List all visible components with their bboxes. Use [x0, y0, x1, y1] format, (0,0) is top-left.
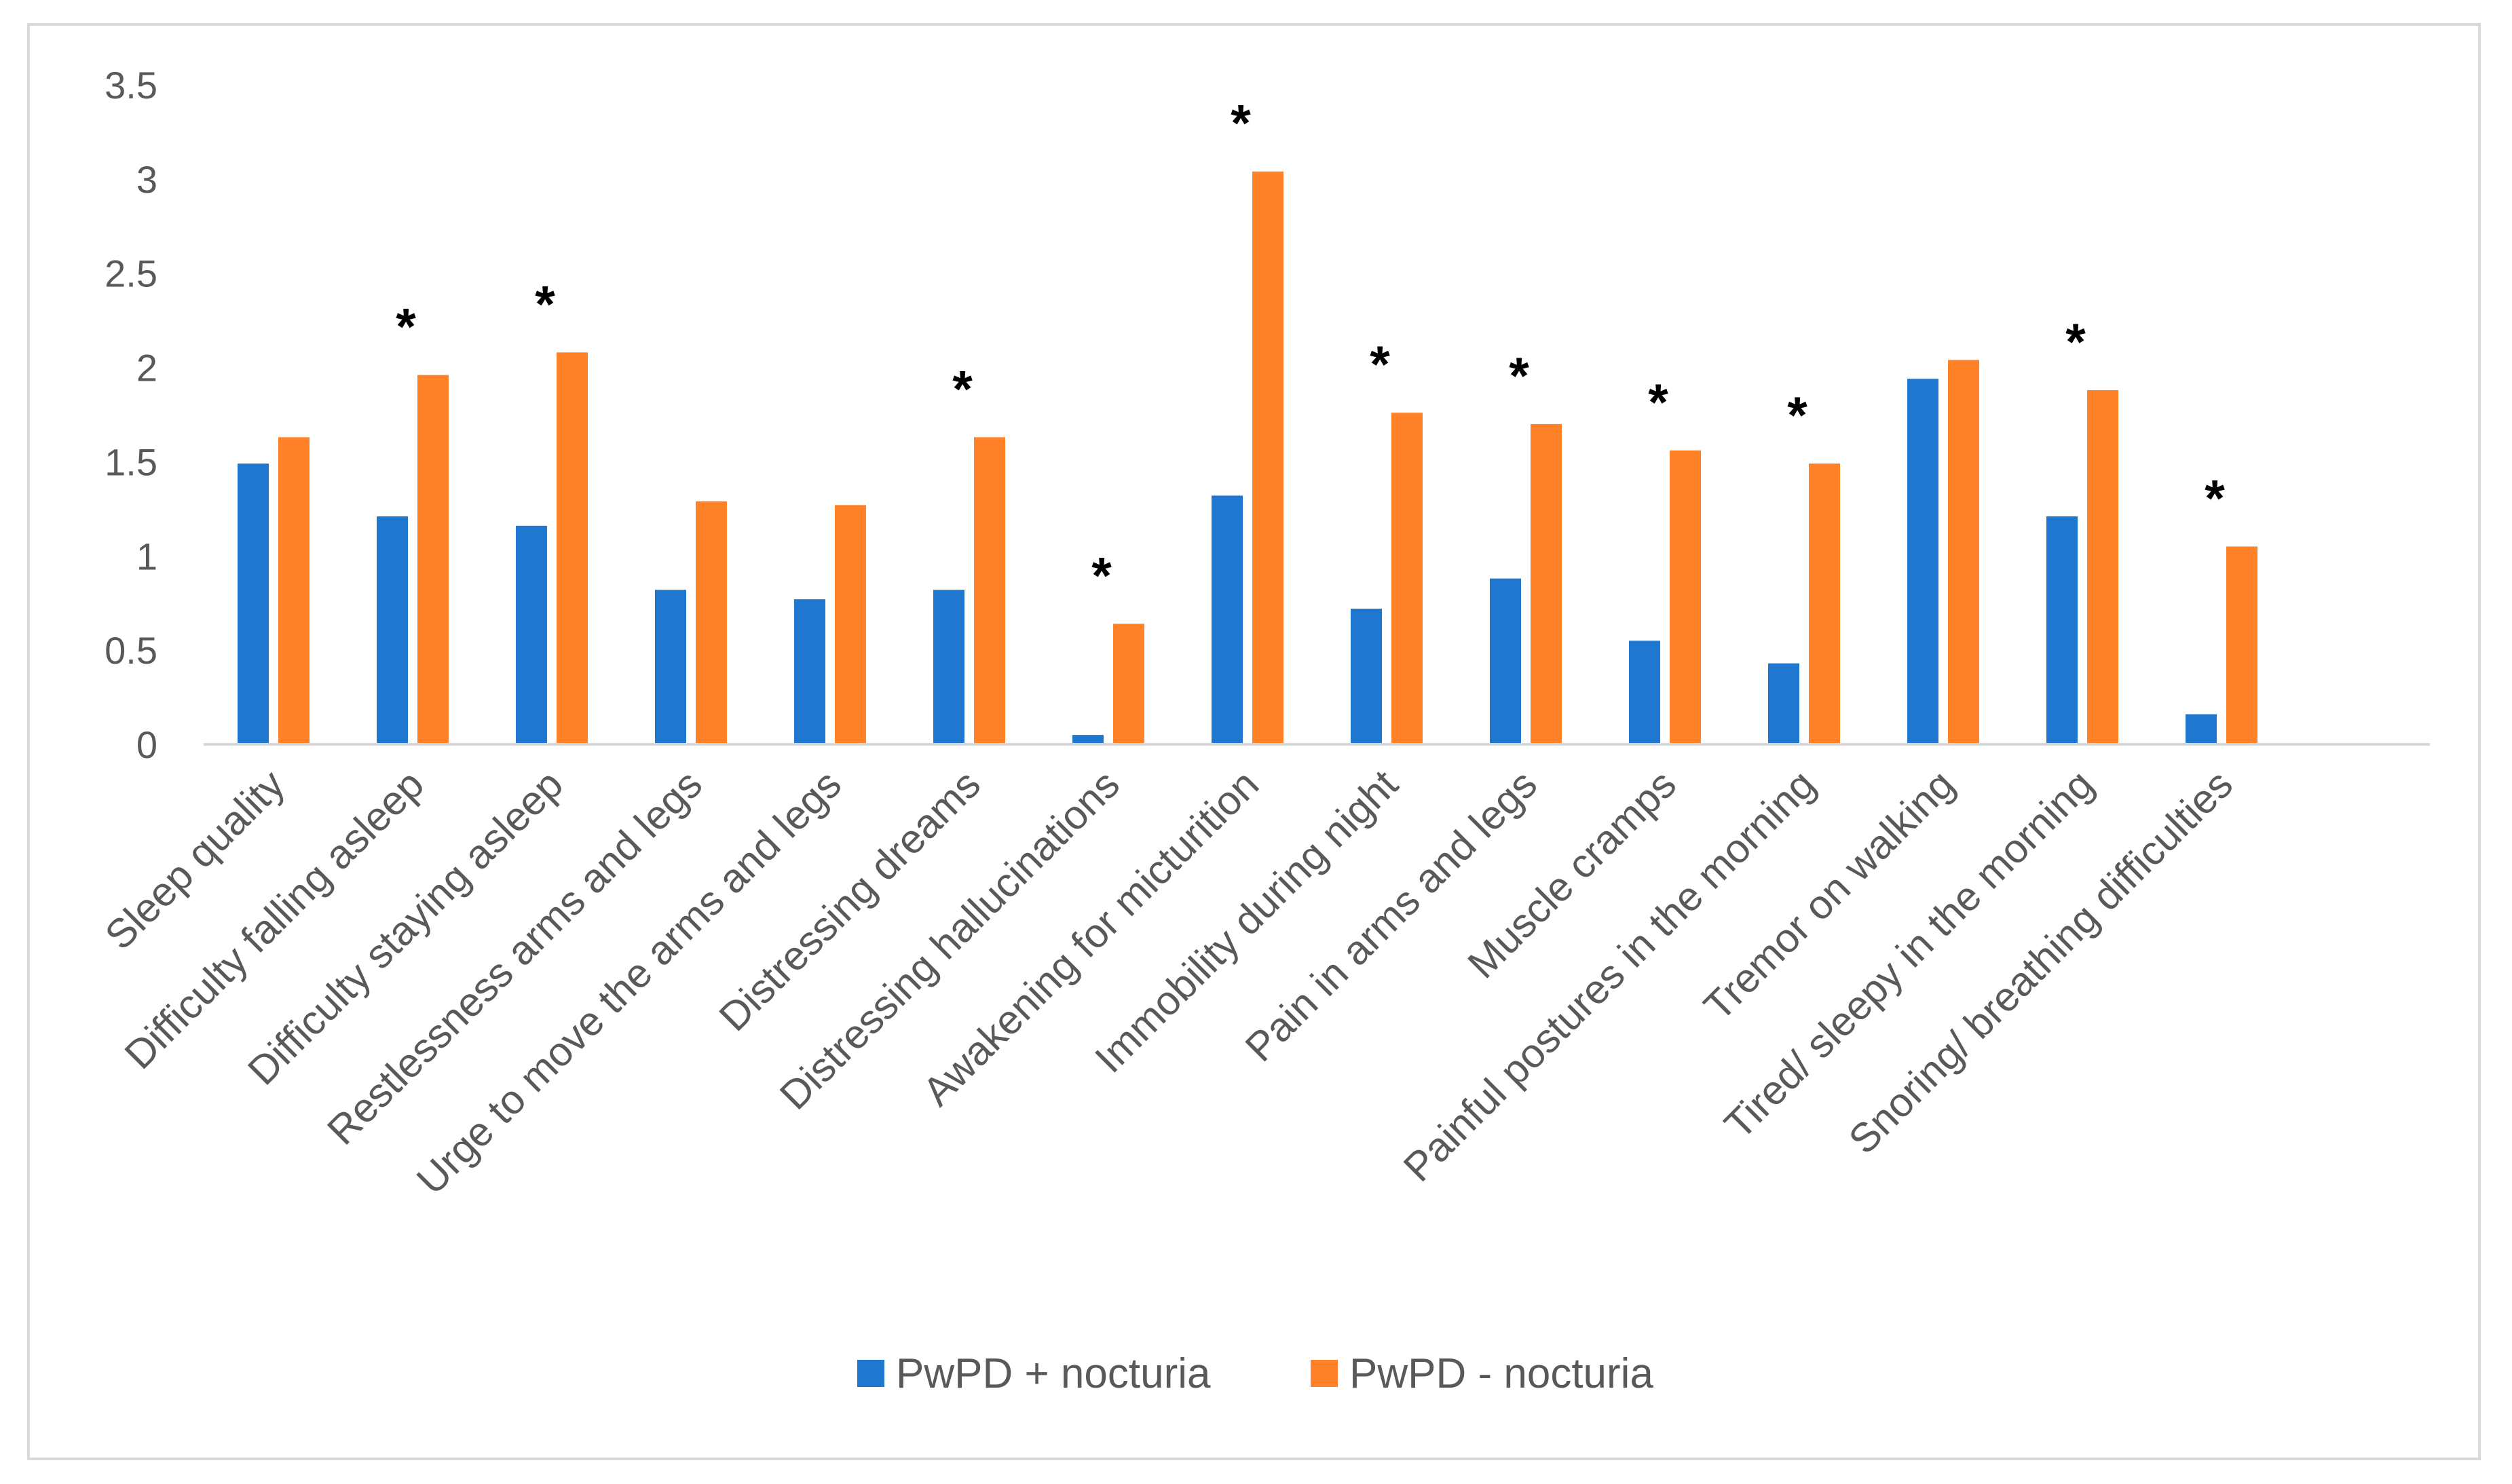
bar-pwpd-minus-nocturia [1670, 450, 1701, 744]
bar-pwpd-plus-nocturia [1768, 663, 1799, 744]
bar-pwpd-plus-nocturia [1212, 495, 1243, 744]
bars [238, 171, 2257, 745]
bar-pwpd-plus-nocturia [794, 599, 825, 744]
y-tick-label: 0.5 [105, 629, 157, 672]
significance-asterisk: * [952, 360, 973, 418]
significance-asterisk: * [535, 275, 555, 333]
bar-pwpd-plus-nocturia [1072, 735, 1104, 744]
bar-pwpd-minus-nocturia [1531, 423, 1562, 744]
bar-pwpd-plus-nocturia [2046, 516, 2078, 744]
y-tick-label: 1.5 [105, 440, 157, 483]
significance-asterisk: * [1648, 374, 1668, 432]
significance-asterisk: * [1787, 387, 1807, 444]
bar-pwpd-minus-nocturia [1948, 360, 1979, 744]
significance-asterisk: * [2065, 313, 2086, 371]
bar-pwpd-minus-nocturia [557, 352, 588, 744]
significance-markers: * * * * * * * * * * * [396, 95, 2225, 605]
y-tick-label: 3 [136, 158, 157, 201]
y-tick-label: 1 [136, 535, 157, 577]
category-label: Distressing dreams [711, 761, 989, 1040]
bar-pwpd-plus-nocturia [655, 590, 686, 744]
significance-asterisk: * [1509, 347, 1529, 405]
bar-pwpd-minus-nocturia [2087, 389, 2118, 744]
y-tick-label: 2.5 [105, 252, 157, 295]
bar-pwpd-plus-nocturia [1351, 609, 1382, 744]
significance-asterisk: * [1091, 547, 1112, 605]
bar-pwpd-minus-nocturia [1809, 463, 1840, 744]
bar-pwpd-minus-nocturia [835, 505, 866, 744]
bar-pwpd-plus-nocturia [238, 463, 269, 744]
bar-pwpd-plus-nocturia [516, 525, 547, 744]
legend-label-minus: PwPD - nocturia [1349, 1350, 1653, 1397]
y-axis-ticks: 0 0.5 1 1.5 2 2.5 3 3.5 [105, 64, 157, 766]
bar-pwpd-plus-nocturia [1629, 641, 1660, 744]
legend-swatch-minus [1311, 1360, 1338, 1387]
legend: PwPD + nocturia PwPD - nocturia [857, 1350, 1653, 1397]
bar-pwpd-minus-nocturia [1113, 624, 1144, 744]
significance-asterisk: * [1231, 95, 1251, 153]
significance-asterisk: * [396, 299, 416, 356]
category-label: Tremor on walking [1695, 761, 1963, 1029]
bar-pwpd-minus-nocturia [696, 501, 727, 744]
bar-pwpd-minus-nocturia [1391, 413, 1423, 744]
y-tick-label: 0 [136, 723, 157, 766]
bar-pwpd-minus-nocturia [2226, 546, 2257, 744]
bar-pwpd-plus-nocturia [377, 516, 408, 744]
bar-pwpd-plus-nocturia [933, 590, 964, 744]
legend-swatch-plus [857, 1360, 884, 1387]
bar-pwpd-minus-nocturia [1252, 171, 1283, 745]
bar-pwpd-plus-nocturia [1907, 379, 1938, 744]
bar-pwpd-plus-nocturia [1490, 578, 1521, 744]
legend-label-plus: PwPD + nocturia [896, 1350, 1211, 1397]
bar-pwpd-minus-nocturia [417, 375, 449, 744]
bar-pwpd-plus-nocturia [2186, 714, 2217, 744]
y-tick-label: 2 [136, 347, 157, 389]
bar-pwpd-minus-nocturia [974, 437, 1005, 744]
significance-asterisk: * [1370, 336, 1390, 394]
bar-pwpd-minus-nocturia [278, 437, 310, 744]
significance-asterisk: * [2205, 470, 2225, 527]
y-tick-label: 3.5 [105, 64, 157, 107]
